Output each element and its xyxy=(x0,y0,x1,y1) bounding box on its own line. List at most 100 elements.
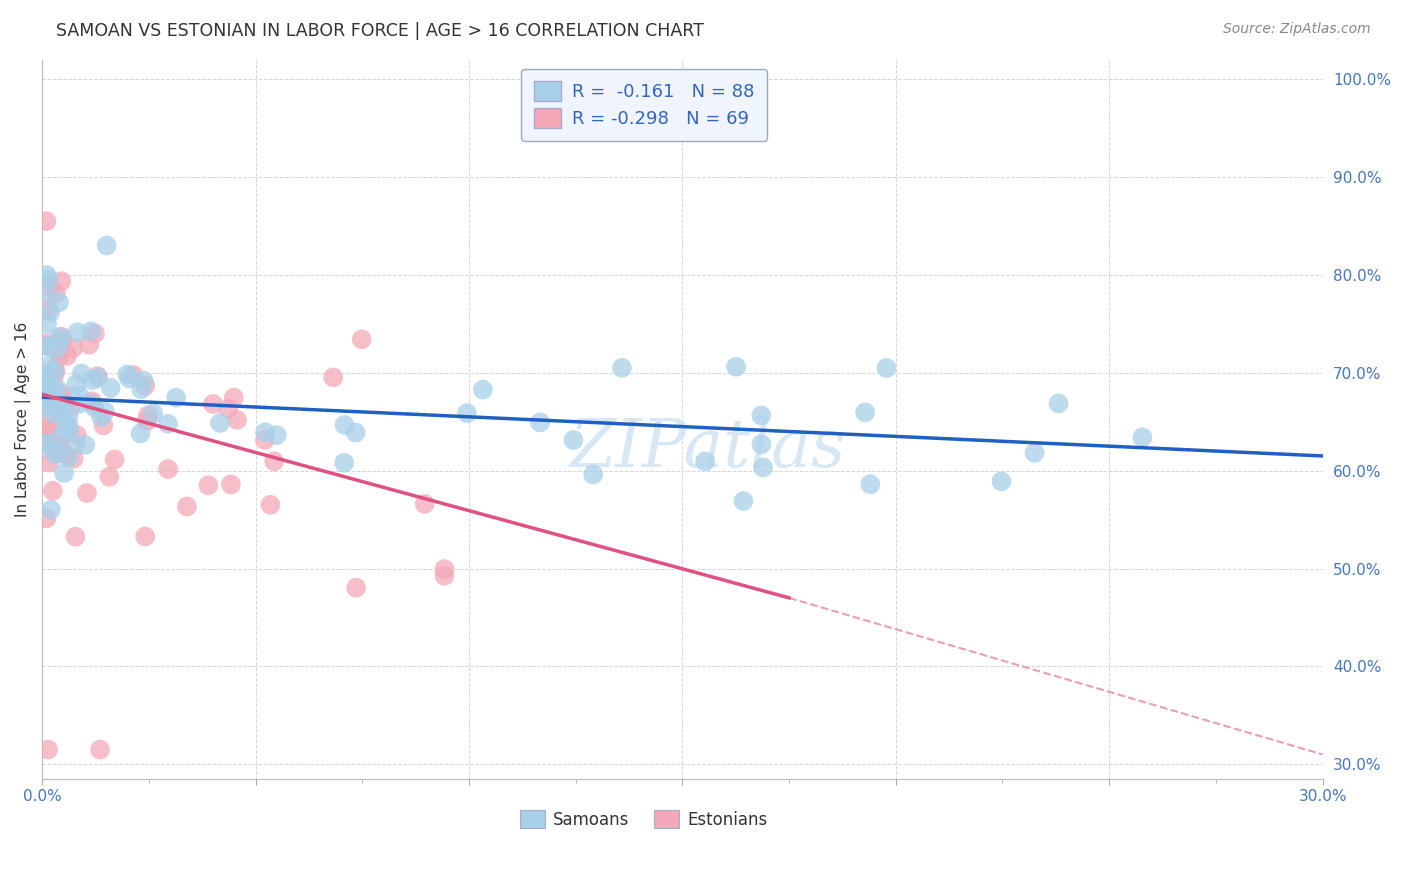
Point xyxy=(749,409,772,423)
Point xyxy=(471,383,494,397)
Point xyxy=(157,462,180,476)
Point xyxy=(990,475,1012,489)
Point xyxy=(117,368,139,382)
Point xyxy=(60,400,83,414)
Text: SAMOAN VS ESTONIAN IN LABOR FORCE | AGE > 16 CORRELATION CHART: SAMOAN VS ESTONIAN IN LABOR FORCE | AGE … xyxy=(56,22,704,40)
Point xyxy=(39,305,62,319)
Point xyxy=(58,422,80,436)
Point xyxy=(46,383,69,397)
Point xyxy=(38,456,60,470)
Point xyxy=(44,362,66,376)
Point xyxy=(333,456,356,470)
Point xyxy=(62,451,84,466)
Point xyxy=(51,402,73,417)
Point xyxy=(93,418,115,433)
Point xyxy=(42,406,65,420)
Point xyxy=(62,341,84,355)
Point xyxy=(77,337,100,351)
Point xyxy=(350,332,373,346)
Point xyxy=(859,477,882,491)
Point xyxy=(66,326,89,340)
Point xyxy=(38,273,60,287)
Point xyxy=(333,417,356,432)
Point xyxy=(129,426,152,441)
Point xyxy=(44,399,66,413)
Point xyxy=(53,466,76,480)
Point xyxy=(35,336,58,351)
Point xyxy=(51,336,73,351)
Point xyxy=(75,438,97,452)
Point xyxy=(529,416,551,430)
Point xyxy=(52,387,75,401)
Point xyxy=(35,376,58,390)
Point xyxy=(142,406,165,420)
Point xyxy=(344,425,367,440)
Point xyxy=(37,742,59,756)
Point xyxy=(55,448,77,462)
Point xyxy=(48,350,70,364)
Point xyxy=(610,360,633,375)
Point xyxy=(433,569,456,583)
Point xyxy=(86,369,108,384)
Point xyxy=(456,406,478,420)
Point xyxy=(266,428,288,442)
Text: Source: ZipAtlas.com: Source: ZipAtlas.com xyxy=(1223,22,1371,37)
Point xyxy=(44,396,66,410)
Point xyxy=(433,562,456,576)
Point xyxy=(1024,446,1046,460)
Point xyxy=(118,371,141,385)
Point xyxy=(46,444,69,458)
Point xyxy=(67,388,90,402)
Point xyxy=(35,368,58,382)
Point xyxy=(165,391,187,405)
Point xyxy=(48,446,70,460)
Point xyxy=(38,340,60,354)
Point xyxy=(90,409,112,424)
Point xyxy=(49,334,72,348)
Point xyxy=(87,370,110,384)
Point xyxy=(46,344,69,359)
Point xyxy=(51,330,73,344)
Point xyxy=(46,341,69,355)
Point xyxy=(49,389,72,403)
Point xyxy=(82,373,104,387)
Point xyxy=(65,377,87,392)
Point xyxy=(35,422,58,436)
Point xyxy=(48,330,70,344)
Point xyxy=(56,349,79,363)
Point xyxy=(38,399,60,413)
Point xyxy=(38,358,60,372)
Point xyxy=(876,361,898,376)
Point xyxy=(48,295,70,310)
Point xyxy=(48,417,70,431)
Point xyxy=(41,384,63,398)
Point xyxy=(413,497,436,511)
Point xyxy=(35,339,58,353)
Point xyxy=(37,368,59,383)
Point xyxy=(35,338,58,352)
Point xyxy=(44,365,66,379)
Point xyxy=(37,388,59,402)
Point xyxy=(37,436,59,450)
Point xyxy=(82,394,104,409)
Point xyxy=(35,214,58,228)
Point xyxy=(176,500,198,514)
Point xyxy=(254,425,277,440)
Point xyxy=(37,302,59,317)
Point xyxy=(82,397,104,411)
Point xyxy=(132,374,155,388)
Point xyxy=(45,286,67,301)
Point xyxy=(37,317,59,331)
Point xyxy=(197,478,219,492)
Point xyxy=(35,436,58,450)
Point xyxy=(98,470,121,484)
Legend: Samoans, Estonians: Samoans, Estonians xyxy=(513,804,775,835)
Point xyxy=(35,436,58,450)
Point xyxy=(35,398,58,412)
Point xyxy=(217,401,239,416)
Point xyxy=(94,404,117,418)
Point xyxy=(1047,396,1070,410)
Point xyxy=(725,359,748,374)
Point xyxy=(322,370,344,384)
Point xyxy=(65,530,87,544)
